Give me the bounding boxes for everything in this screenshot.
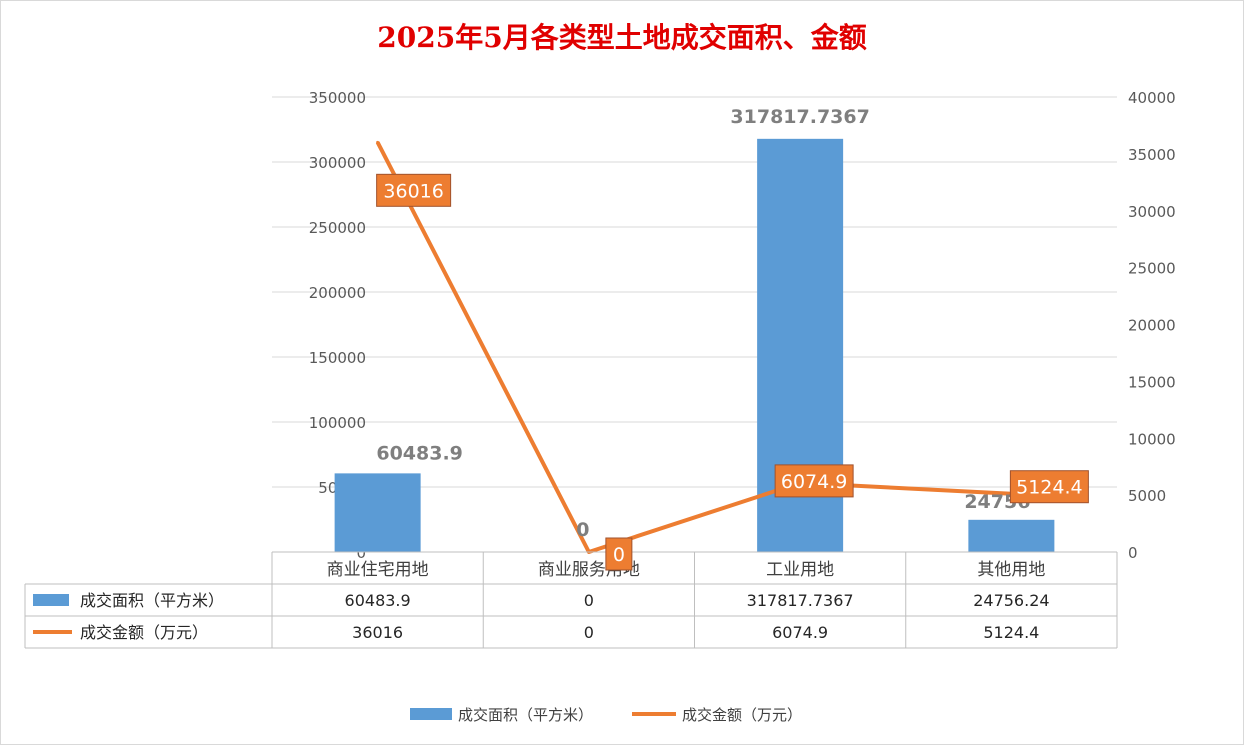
table-cell: 317817.7367: [747, 591, 854, 610]
y-right-tick-label: 40000: [1128, 89, 1176, 107]
bar-data-label: 60483.9: [376, 442, 463, 464]
legend-item-amount: 成交金额（万元）: [682, 706, 802, 724]
y-left-tick-label: 0: [356, 544, 366, 562]
legend: 成交面积（平方米） 成交金额（万元）: [410, 706, 802, 724]
y-right-tick-label: 25000: [1128, 260, 1176, 278]
table-cell: 0: [584, 591, 594, 610]
table-cell: 5124.4: [983, 623, 1039, 642]
category-label: 商业住宅用地: [327, 560, 429, 580]
line-data-label: 36016: [383, 180, 443, 202]
bar-data-label: 317817.7367: [730, 106, 869, 128]
line-data-label-box: [774, 464, 854, 498]
y-right-tick-label: 15000: [1128, 373, 1176, 391]
y-left-tick-label: 250000: [309, 219, 366, 237]
legend-bar-swatch: [410, 708, 452, 720]
table-cell: 36016: [352, 623, 403, 642]
line-data-label: 6074.9: [781, 471, 847, 493]
y-left-tick-label: 350000: [309, 89, 366, 107]
gridlines: [272, 96, 1117, 488]
line-data-label-box: [376, 173, 452, 207]
y-left-tick-label: 200000: [309, 284, 366, 302]
series-line: [375, 141, 1012, 554]
category-label: 工业用地: [766, 560, 834, 580]
y-left-tick-label: 100000: [309, 414, 366, 432]
y-right-tick-label: 30000: [1128, 203, 1176, 221]
table-row-header: 成交金额（万元）: [80, 623, 208, 642]
table-cell: 6074.9: [772, 623, 828, 642]
line-point: [376, 140, 380, 144]
y-right-tick-label: 35000: [1128, 146, 1176, 164]
y-right-tick-label: 0: [1128, 544, 1138, 562]
y-right-tick-label: 20000: [1128, 317, 1176, 335]
table-bar-key: [33, 594, 69, 606]
table-cell: 60483.9: [345, 591, 411, 610]
table-row-header: 成交面积（平方米）: [80, 591, 224, 610]
category-label: 其他用地: [977, 560, 1045, 580]
line-data-label-box: [605, 537, 633, 571]
y-left-tick-label: 300000: [309, 154, 366, 172]
y-right-tick-label: 10000: [1128, 430, 1176, 448]
y-axis-right: 0 5000 10000 15000 20000 25000 30000 35000 40000: [1128, 89, 1176, 562]
table-cell: 24756.24: [973, 591, 1049, 610]
bar-data-label: 0: [576, 519, 589, 541]
table-cell: 0: [584, 623, 594, 642]
y-left-tick-label: 150000: [309, 349, 366, 367]
line-data-label: 5124.4: [1016, 477, 1082, 499]
chart-title: 2025年5月各类型土地成交面积、金额: [377, 21, 867, 54]
bar-series: [334, 138, 1055, 552]
bar: [334, 473, 421, 552]
legend-item-area: 成交面积（平方米）: [458, 706, 593, 724]
bar: [968, 519, 1055, 552]
line-data-label-box: [1009, 470, 1089, 504]
line-series: [375, 140, 1013, 554]
line-data-label: 0: [613, 544, 625, 566]
data-table: 商业住宅用地 商业服务用地 工业用地 其他用地成交面积（平方米）成交金额（万元）604…: [24, 551, 1118, 649]
y-right-tick-label: 5000: [1128, 487, 1166, 505]
